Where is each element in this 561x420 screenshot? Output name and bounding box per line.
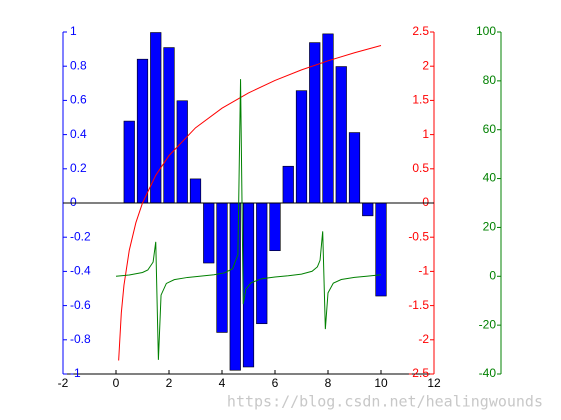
bar [229, 202, 241, 371]
bar [163, 47, 175, 204]
x-tick-label: -2 [58, 376, 69, 390]
x-tick-label: 12 [427, 376, 441, 390]
bar [375, 202, 387, 297]
y3-axis-tick-label: 100 [476, 24, 496, 38]
bar [269, 202, 281, 252]
y3-axis-tick-label: 60 [483, 122, 497, 136]
y-axis-tick-label: 0.6 [70, 93, 87, 107]
bar [256, 202, 268, 325]
y2-axis-tick-label: 2.5 [412, 24, 429, 38]
y2-axis-tick-label: -0.5 [408, 229, 429, 243]
y2-axis-tick-label: -2.5 [408, 366, 429, 380]
bar [348, 132, 361, 204]
bar [242, 202, 255, 368]
x-tick-label: 2 [166, 376, 173, 390]
y-axis-tick-label: 0.4 [70, 127, 87, 141]
bar [203, 202, 215, 264]
y-axis-tick-label: 0.2 [70, 161, 87, 175]
bar [136, 58, 149, 204]
y-axis-tick-label: -0.2 [70, 229, 91, 243]
y2-axis-tick-label: 2 [422, 58, 429, 72]
bar [216, 202, 228, 333]
x-tick-label: 6 [272, 376, 279, 390]
y3-axis-tick-label: 20 [483, 220, 497, 234]
y2-axis-tick-label: 1.5 [412, 93, 429, 107]
bar [295, 90, 308, 204]
bar [150, 32, 162, 204]
y3-axis-tick-label: 80 [483, 73, 497, 87]
y-axis-tick-label: 0.8 [70, 58, 87, 72]
x-tick-label: 0 [113, 376, 120, 390]
y2-axis-tick-label: -2 [418, 332, 429, 346]
line [118, 44, 382, 361]
x-tick-label: 10 [374, 376, 388, 390]
bar [362, 202, 374, 217]
bar [282, 165, 294, 204]
bar [189, 178, 202, 204]
x-tick-label: 4 [219, 376, 226, 390]
y3-axis-tick-label: 40 [483, 171, 497, 185]
bar [123, 120, 135, 204]
y-axis-tick-label: 1 [70, 24, 77, 38]
y-axis-tick-label: -0.6 [70, 298, 91, 312]
y-axis-tick-label: -0.4 [70, 264, 91, 278]
line [115, 79, 382, 360]
y3-axis-tick-label: -40 [479, 366, 497, 380]
y3-axis-tick-label: -20 [479, 317, 497, 331]
watermark: https://blog.csdn.net/healingwounds [227, 393, 543, 411]
y-axis-tick-label: -1 [70, 366, 81, 380]
y2-axis-tick-label: 0.5 [412, 161, 429, 175]
y-axis-tick-label: -0.8 [70, 332, 91, 346]
y2-axis-tick-label: -1 [418, 264, 429, 278]
x-tick-label: 8 [325, 376, 332, 390]
y2-axis-tick-label: -1.5 [408, 298, 429, 312]
bar [335, 66, 347, 204]
y2-axis-tick-label: 1 [422, 127, 429, 141]
bar [176, 100, 188, 204]
y2-axis-tick-label: 0 [422, 195, 429, 209]
y3-axis-tick-label: 0 [489, 268, 496, 282]
y-axis-tick-label: 0 [70, 195, 77, 209]
